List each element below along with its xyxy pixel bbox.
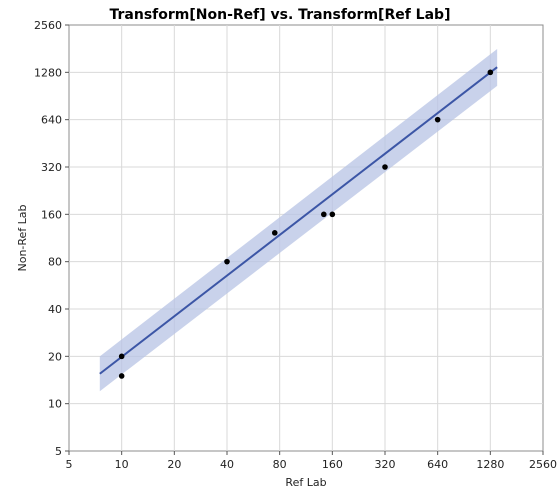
- data-point: [382, 164, 388, 170]
- data-points: [118, 69, 494, 379]
- data-point: [271, 230, 278, 236]
- x-axis-ticks: 5 10 20 40 80 160 320 640 1280 2560: [66, 451, 557, 471]
- y-tick-label: 320: [41, 161, 62, 174]
- fit-line: [99, 66, 498, 375]
- grid: [69, 25, 543, 451]
- x-tick-label: 40: [220, 458, 234, 471]
- y-axis-ticks: 5 10 20 40 80 160 320 640 1280 2560: [34, 19, 69, 458]
- data-point: [118, 373, 125, 379]
- y-tick-label: 80: [48, 256, 62, 269]
- data-point: [224, 258, 230, 265]
- x-tick-label: 10: [115, 458, 129, 471]
- x-tick-label: 20: [167, 458, 181, 471]
- y-axis-label: Non-Ref Lab: [16, 204, 29, 271]
- x-axis-label: Ref Lab: [285, 476, 326, 489]
- data-point: [118, 353, 125, 360]
- y-tick-label: 160: [41, 208, 62, 221]
- data-point: [487, 69, 494, 76]
- data-point: [329, 211, 336, 218]
- x-tick-label: 640: [427, 458, 448, 471]
- data-point: [434, 116, 441, 123]
- data-point: [320, 211, 327, 218]
- y-tick-label: 10: [48, 398, 62, 411]
- y-tick-label: 5: [55, 445, 62, 458]
- y-tick-label: 2560: [34, 19, 62, 32]
- x-tick-label: 1280: [476, 458, 504, 471]
- y-tick-label: 20: [48, 350, 62, 363]
- x-tick-label: 80: [273, 458, 287, 471]
- x-tick-label: 320: [375, 458, 396, 471]
- fit-line-layer: [99, 66, 498, 375]
- y-tick-label: 1280: [34, 66, 62, 79]
- y-tick-label: 640: [41, 114, 62, 127]
- chart-title: Transform[Non-Ref] vs. Transform[Ref Lab…: [110, 7, 451, 23]
- x-tick-label: 2560: [529, 458, 557, 471]
- x-tick-label: 160: [322, 458, 343, 471]
- y-tick-label: 40: [48, 303, 62, 316]
- x-tick-label: 5: [66, 458, 73, 471]
